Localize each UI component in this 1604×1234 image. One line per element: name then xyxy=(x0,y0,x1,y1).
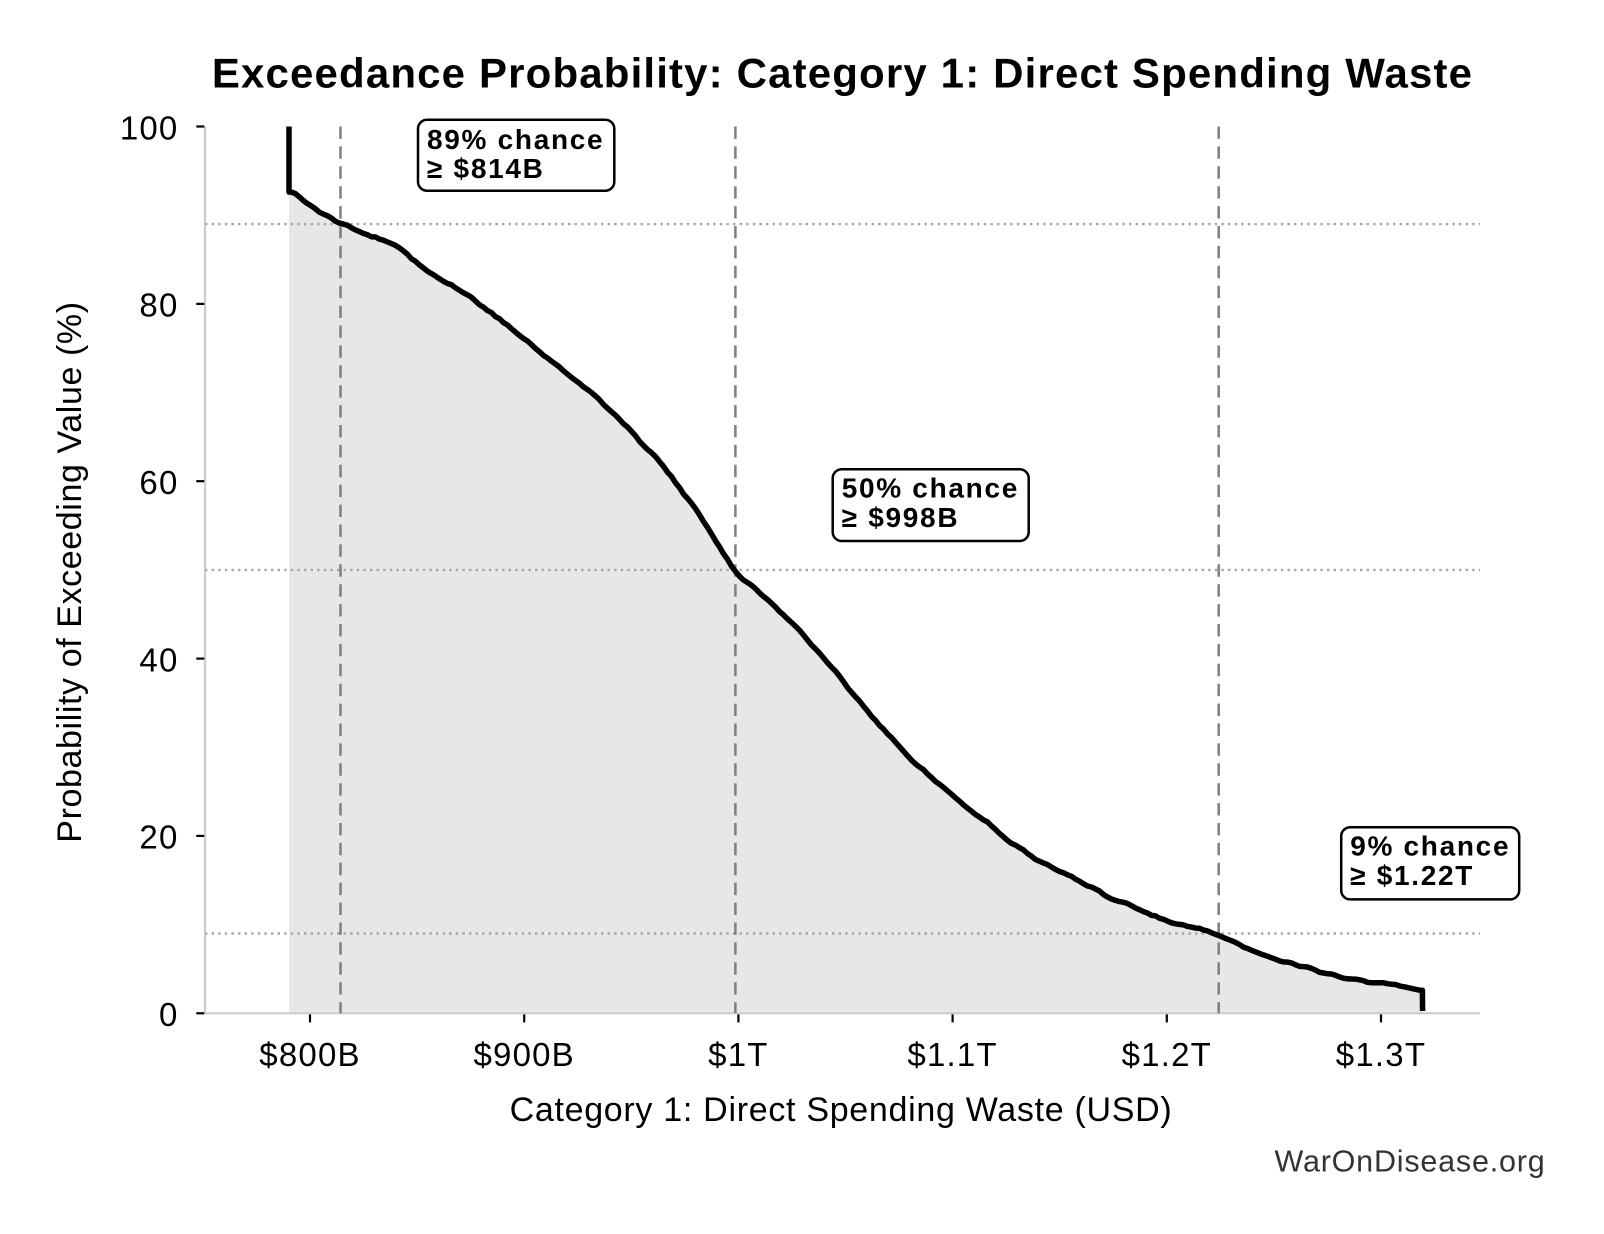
svg-text:$1.2T: $1.2T xyxy=(1122,1036,1212,1073)
svg-text:100: 100 xyxy=(120,109,179,146)
svg-text:9% chance: 9% chance xyxy=(1350,831,1510,862)
svg-text:$800B: $800B xyxy=(259,1036,360,1073)
svg-text:0: 0 xyxy=(159,996,179,1033)
svg-text:≥ $1.22T: ≥ $1.22T xyxy=(1350,860,1474,891)
svg-text:WarOnDisease.org: WarOnDisease.org xyxy=(1274,1145,1545,1179)
svg-text:$900B: $900B xyxy=(473,1036,574,1073)
svg-text:Exceedance Probability: Catego: Exceedance Probability: Category 1: Dire… xyxy=(212,50,1473,97)
svg-text:Probability of Exceeding Value: Probability of Exceeding Value (%) xyxy=(51,301,89,842)
svg-text:$1.3T: $1.3T xyxy=(1336,1036,1426,1073)
svg-text:Category 1: Direct Spending Wa: Category 1: Direct Spending Waste (USD) xyxy=(510,1091,1173,1129)
svg-text:≥ $814B: ≥ $814B xyxy=(427,153,545,184)
svg-text:60: 60 xyxy=(139,464,178,501)
svg-text:$1.1T: $1.1T xyxy=(907,1036,997,1073)
svg-text:$1T: $1T xyxy=(708,1036,768,1073)
svg-text:89% chance: 89% chance xyxy=(427,124,604,155)
svg-text:40: 40 xyxy=(139,641,178,678)
svg-text:50% chance: 50% chance xyxy=(842,473,1019,504)
svg-text:20: 20 xyxy=(139,819,178,856)
svg-text:80: 80 xyxy=(139,287,178,324)
svg-text:≥ $998B: ≥ $998B xyxy=(842,502,960,533)
